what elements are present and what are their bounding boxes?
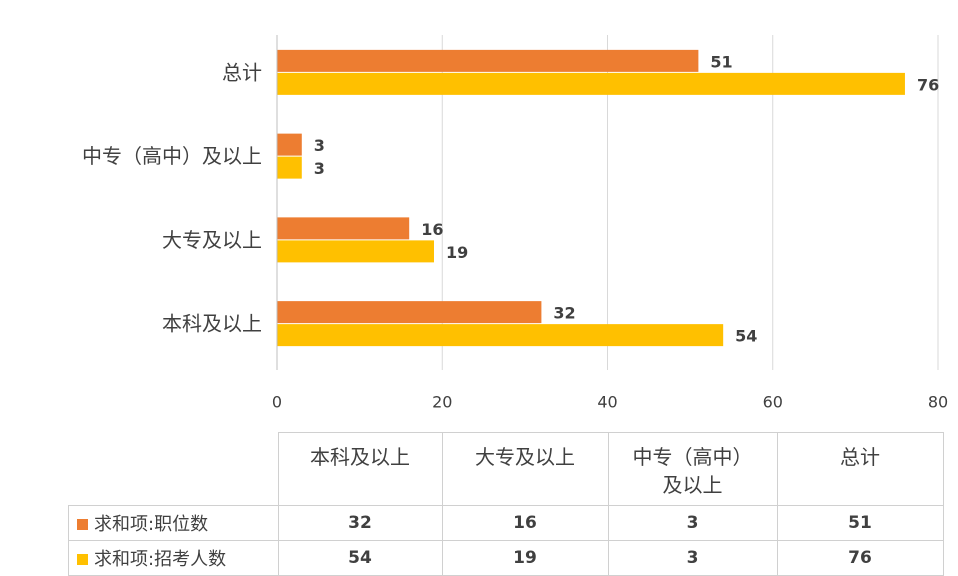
x-tick-label: 60 <box>763 393 783 412</box>
bar <box>277 217 410 240</box>
data-label: 16 <box>421 220 443 239</box>
header-row: 本科及以上 大专及以上 中专（高中）及以上 总计 <box>69 432 944 506</box>
data-row: 求和项:职位数 32 16 3 51 <box>68 505 944 541</box>
header-cell: 大专及以上 <box>441 432 609 506</box>
bar <box>277 49 699 72</box>
series-name-cell: 求和项:招考人数 <box>68 540 279 576</box>
bar <box>277 156 302 179</box>
data-label: 3 <box>314 159 325 178</box>
data-label: 54 <box>735 327 757 346</box>
x-tick-label: 80 <box>928 393 948 412</box>
blank-cell <box>69 433 279 506</box>
bar <box>277 324 724 347</box>
legend-swatch <box>77 519 88 530</box>
data-table: 本科及以上 大专及以上 中专（高中）及以上 总计 求和项:职位数 32 16 3 51 求和项:招… <box>68 432 944 576</box>
header-cell: 总计 <box>776 432 944 506</box>
legend-label: 求和项:职位数 <box>94 514 209 535</box>
x-tick-label: 20 <box>432 393 452 412</box>
x-tick-label: 0 <box>272 393 282 412</box>
header-cell: 本科及以上 <box>277 432 443 506</box>
x-tick-label: 40 <box>597 393 617 412</box>
bar <box>277 72 905 95</box>
bar <box>277 240 434 263</box>
data-label: 32 <box>553 304 575 323</box>
legend-label: 求和项:招考人数 <box>94 549 227 570</box>
data-label: 51 <box>710 52 732 71</box>
category-label: 本科及以上 <box>162 312 262 336</box>
series-name-cell: 求和项:职位数 <box>68 505 279 541</box>
value-cell: 54 <box>277 540 443 576</box>
header-cell: 中专（高中）及以上 <box>607 432 778 506</box>
value-cell: 76 <box>776 540 944 576</box>
bar <box>277 301 542 324</box>
value-cell: 19 <box>441 540 609 576</box>
data-row: 求和项:招考人数 54 19 3 76 <box>68 540 944 576</box>
value-cell: 51 <box>776 505 944 541</box>
category-label: 总计 <box>222 60 262 84</box>
value-cell: 3 <box>607 540 778 576</box>
value-cell: 32 <box>277 505 443 541</box>
data-label: 19 <box>446 243 468 262</box>
category-label: 中专（高中）及以上 <box>82 144 262 168</box>
legend-swatch <box>77 554 88 565</box>
value-cell: 16 <box>441 505 609 541</box>
data-label: 76 <box>917 75 939 94</box>
bar <box>277 133 302 156</box>
category-label: 大专及以上 <box>162 228 262 252</box>
data-label: 3 <box>314 136 325 155</box>
value-cell: 3 <box>607 505 778 541</box>
